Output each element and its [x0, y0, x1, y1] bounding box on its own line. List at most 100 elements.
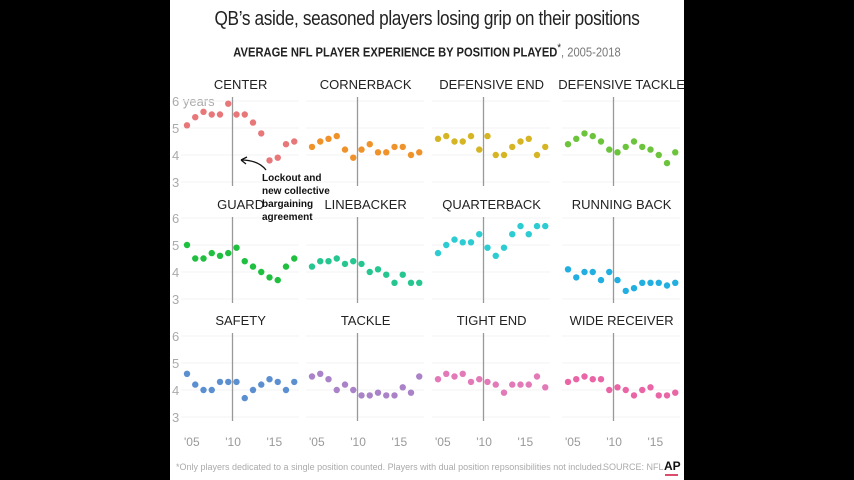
panel-running-back: RUNNING BACK — [562, 197, 680, 303]
panel-wide-receiver: WIDE RECEIVER — [562, 313, 680, 421]
data-point — [573, 274, 580, 281]
data-point — [200, 255, 207, 262]
data-point — [655, 151, 662, 159]
data-point — [258, 381, 265, 388]
panel-center: CENTER — [181, 77, 299, 186]
y-tick-label: 4 — [172, 265, 179, 280]
x-tick-label: '10 — [476, 435, 492, 449]
data-point — [622, 287, 629, 295]
data-point — [325, 135, 332, 142]
graphic-card: QB’s aside, seasoned players losing grip… — [170, 0, 684, 480]
data-point — [266, 376, 273, 383]
annotation-line: bargaining — [262, 199, 313, 210]
data-point — [606, 268, 613, 276]
data-point — [350, 154, 357, 161]
data-point — [317, 370, 324, 377]
data-point — [416, 373, 423, 380]
data-point — [630, 138, 638, 145]
data-point — [459, 239, 466, 246]
data-point — [333, 255, 340, 262]
data-point — [476, 376, 483, 383]
y-tick-label: 5 — [172, 238, 179, 253]
data-point — [249, 119, 257, 126]
panel-cornerback: CORNERBACK — [306, 77, 424, 186]
data-point — [366, 268, 373, 276]
data-point — [451, 138, 458, 145]
data-point — [573, 376, 580, 383]
data-point — [183, 122, 191, 129]
data-point — [233, 378, 240, 386]
panel-guard: GUARD — [181, 197, 299, 303]
data-point — [492, 381, 499, 388]
data-point — [564, 266, 572, 273]
data-point — [434, 249, 442, 257]
data-point — [533, 151, 541, 159]
data-point — [476, 146, 483, 153]
data-point — [383, 149, 390, 156]
data-point — [500, 244, 508, 251]
data-point — [467, 378, 475, 386]
data-point — [358, 392, 365, 399]
panel-tackle: TACKLE — [306, 313, 424, 421]
data-point — [484, 132, 491, 140]
data-point — [542, 222, 549, 230]
data-point — [407, 151, 415, 159]
subtitle-main: AVERAGE NFL PLAYER EXPERIENCE BY POSITIO… — [233, 44, 558, 60]
panel-quarterback: QUARTERBACK — [432, 197, 550, 303]
data-point — [241, 111, 248, 118]
data-point — [614, 149, 621, 156]
data-point — [509, 381, 516, 388]
data-point — [325, 258, 332, 265]
data-point — [366, 141, 373, 148]
data-point — [517, 138, 524, 145]
data-point — [225, 100, 232, 107]
data-point — [614, 276, 621, 284]
data-point — [500, 151, 508, 159]
y-tick-label: 5 — [172, 121, 179, 136]
data-point — [509, 143, 516, 151]
data-point — [492, 252, 499, 259]
annotation-line: new collective — [262, 186, 330, 197]
data-point — [416, 279, 423, 286]
data-point — [443, 132, 450, 140]
data-point — [282, 263, 290, 270]
data-point — [581, 373, 588, 380]
data-point — [200, 108, 207, 116]
data-point — [467, 132, 475, 140]
data-point — [533, 373, 541, 380]
data-point — [183, 241, 191, 249]
x-tick-label: '10 — [225, 435, 241, 449]
data-point — [325, 376, 332, 383]
data-point — [467, 239, 475, 246]
data-point — [639, 386, 646, 394]
data-point — [581, 268, 588, 276]
data-point — [407, 279, 415, 286]
data-point — [317, 258, 324, 265]
data-point — [291, 138, 298, 145]
data-point — [622, 143, 629, 151]
y-tick-label: 3 — [172, 292, 179, 307]
data-point — [573, 135, 580, 142]
data-point — [443, 241, 450, 249]
data-point — [399, 143, 406, 151]
data-point — [525, 135, 532, 142]
data-point — [274, 378, 281, 386]
data-point — [216, 378, 224, 386]
data-point — [542, 384, 549, 391]
data-point — [672, 149, 679, 156]
data-point — [183, 370, 191, 377]
data-point — [476, 231, 483, 238]
data-point — [350, 258, 357, 265]
data-point — [597, 376, 605, 383]
data-point — [383, 392, 390, 399]
data-point — [597, 276, 605, 284]
annotation-line: agreement — [262, 212, 313, 223]
data-point — [350, 386, 357, 394]
y-tick-label: 3 — [172, 175, 179, 190]
data-point — [216, 252, 224, 259]
data-point — [200, 386, 207, 394]
data-point — [366, 392, 373, 399]
y-tick-label: 5 — [172, 356, 179, 371]
data-point — [517, 381, 524, 388]
